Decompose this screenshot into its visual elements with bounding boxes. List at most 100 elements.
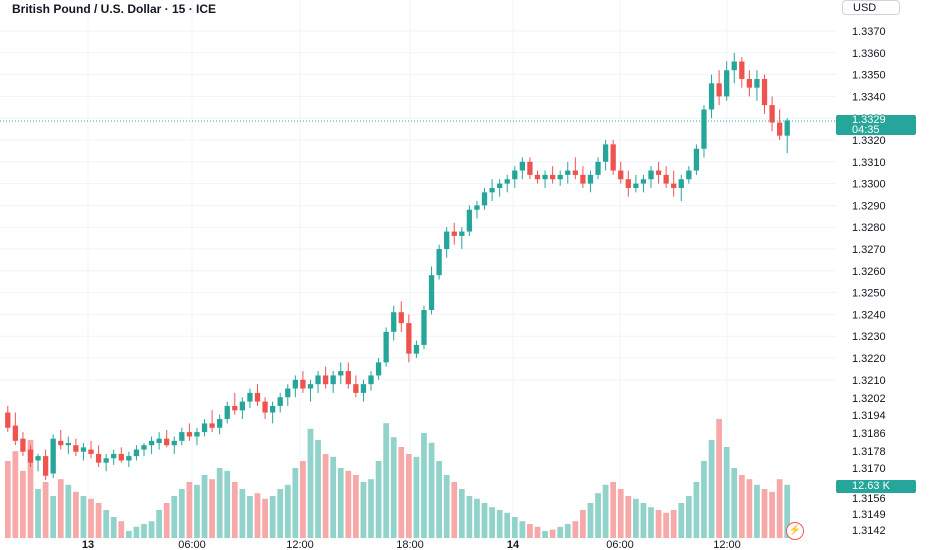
time-tick-label: 06:00 (606, 539, 634, 550)
candle-body (391, 312, 397, 332)
volume-bar (110, 517, 117, 538)
candle-body (315, 375, 321, 385)
volume-bar (723, 447, 730, 538)
candle-body (292, 379, 298, 389)
volume-bar (458, 489, 465, 538)
volume-bar (496, 510, 503, 538)
candle-body (474, 205, 480, 210)
candle-body (602, 144, 609, 162)
candle-body (65, 443, 71, 446)
price-axis[interactable]: 1.33701.33601.33501.33401.33301.33201.33… (852, 26, 886, 537)
volume-bar (322, 454, 329, 538)
volume-bar (549, 529, 556, 538)
time-tick-label: 12:00 (713, 539, 741, 550)
price-tick-label: 1.3310 (852, 157, 886, 169)
volume-bar (534, 526, 541, 538)
volume-bar (95, 503, 102, 538)
volume-bar (360, 482, 367, 538)
candle-body (534, 174, 541, 180)
volume-bar (4, 461, 11, 538)
volume-bars (4, 419, 791, 538)
price-tick-label: 1.3290 (852, 200, 886, 212)
candle-body (330, 375, 336, 385)
volume-bar (481, 503, 488, 538)
tradingview-logo-icon[interactable]: ⚡ (786, 522, 804, 540)
price-tick-label: 1.3360 (852, 48, 886, 60)
candle-body (587, 174, 594, 184)
volume-bar (42, 482, 49, 538)
candle-body (133, 449, 140, 457)
candle-body (300, 379, 306, 389)
time-axis[interactable]: 13 06:00 12:00 18:00 14 06:00 12:00 (82, 539, 741, 550)
volume-bar (648, 507, 654, 538)
time-tick-label: 13 (82, 539, 94, 550)
currency-button[interactable]: USD (842, 0, 900, 15)
volume-bar (632, 498, 639, 538)
volume-bar (421, 433, 427, 538)
volume-bar (88, 498, 94, 538)
volume-bar (738, 475, 745, 538)
candle-body (375, 362, 382, 376)
volume-bar (754, 484, 760, 538)
candle-body (761, 78, 768, 106)
candle-body (625, 179, 631, 188)
price-tick-label: 1.3350 (852, 70, 886, 82)
candle-body (338, 371, 344, 376)
candle-body (360, 384, 367, 393)
candle-body (436, 249, 442, 276)
candle-body (686, 170, 692, 180)
price-tick-label: 1.3370 (852, 26, 886, 38)
price-tick-label: 1.3240 (852, 309, 886, 321)
candle-body (224, 405, 230, 420)
volume-bar (231, 482, 238, 538)
volume-bar (595, 493, 601, 538)
volume-bar (262, 498, 268, 538)
candle-body (148, 440, 155, 446)
volume-bar (413, 456, 420, 538)
candle-body (353, 384, 359, 393)
candle-body (504, 179, 510, 184)
volume-bar (65, 484, 72, 538)
candle-body (444, 231, 450, 249)
candle-body (777, 122, 783, 136)
volume-bar (277, 489, 284, 538)
volume-bar (186, 482, 193, 538)
volume-bar (209, 479, 215, 538)
candle-body (580, 174, 586, 184)
candle-body (671, 183, 677, 188)
volume-bar (216, 468, 223, 538)
candle-body (239, 401, 246, 411)
volume-bar (527, 524, 533, 538)
volume-bar (602, 484, 609, 538)
countdown-timer: 04:35 (852, 124, 880, 136)
volume-bar (269, 496, 276, 538)
candle-body (572, 170, 578, 175)
volume-tick-label: 1.3156 (852, 493, 886, 505)
volume-bar (769, 491, 775, 538)
volume-bar (610, 482, 617, 538)
volume-bar (519, 521, 526, 538)
candle-body (5, 412, 11, 428)
volume-bar (572, 521, 579, 538)
price-tick-label: 1.3230 (852, 331, 886, 343)
volume-bar (284, 484, 291, 538)
time-tick-label: 12:00 (286, 539, 314, 550)
candle-body (746, 78, 753, 88)
volume-bar (716, 419, 722, 538)
volume-bar (474, 498, 480, 538)
candle-body (156, 438, 162, 444)
candle-body (708, 83, 715, 110)
volume-bar (701, 461, 707, 538)
volume-bar (20, 470, 26, 538)
candle-body (739, 61, 745, 79)
price-tick-label: 1.3270 (852, 244, 886, 256)
volume-bar (436, 461, 442, 538)
volume-bar (330, 456, 337, 538)
volume-bar (307, 428, 314, 538)
volume-bar (194, 484, 200, 538)
volume-bar (35, 489, 41, 538)
candle-body (35, 456, 41, 461)
candle-body (731, 61, 737, 71)
volume-bar (148, 521, 155, 538)
